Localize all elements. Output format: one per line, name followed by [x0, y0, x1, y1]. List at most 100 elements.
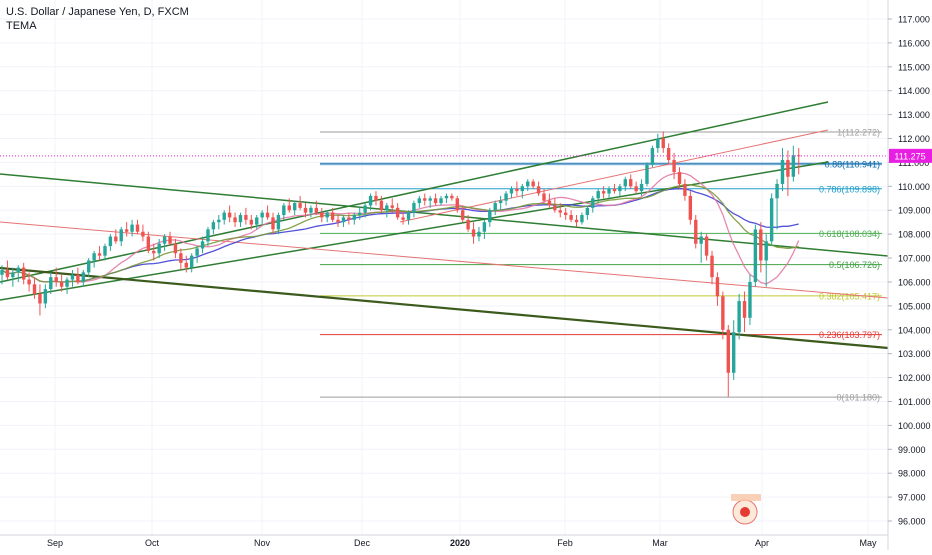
bearish-candle — [374, 191, 378, 206]
fib-level-label: 0.236(103.797) — [819, 330, 880, 340]
candle-body — [0, 270, 4, 275]
fibonacci-retracement[interactable]: 1(112.272) 0.88(110.941) 0.786(109.898) 0.6… — [320, 128, 882, 403]
candle-body — [146, 236, 151, 251]
bearish-candle — [759, 222, 763, 273]
bullish-candle — [341, 215, 346, 227]
candle-body — [5, 270, 10, 278]
candle-body — [76, 274, 80, 282]
bearish-candle — [141, 224, 145, 242]
y-tick-label: 105.000 — [898, 301, 931, 311]
bullish-candle — [412, 200, 416, 218]
candle-body — [16, 267, 20, 273]
x-tick-label: Feb — [557, 538, 573, 548]
bearish-candle — [314, 200, 319, 216]
candle-body — [634, 186, 638, 192]
bullish-candle — [591, 195, 595, 213]
candle-body — [444, 195, 449, 199]
bullish-candle — [444, 193, 449, 204]
bullish-candle — [650, 145, 655, 168]
bearish-candle — [124, 222, 129, 237]
logo-dot — [740, 507, 750, 517]
bullish-candle — [0, 265, 4, 285]
bullish-candle — [358, 207, 362, 220]
bullish-candle — [780, 148, 785, 192]
candle-body — [601, 191, 606, 194]
bullish-candle — [282, 203, 286, 220]
candle-body — [390, 205, 394, 208]
bullish-candle — [190, 253, 194, 273]
bearish-candle — [726, 324, 730, 397]
bearish-candle — [629, 174, 633, 189]
bearish-candle — [173, 238, 178, 259]
bearish-candle — [558, 203, 562, 218]
time-axis[interactable]: Sep Oct Nov Dec 2020 Feb Mar Apr May — [47, 538, 877, 548]
bullish-candle — [81, 270, 85, 287]
bearish-candle — [666, 143, 671, 165]
candle-body — [753, 229, 758, 282]
x-tick-label: Dec — [354, 538, 371, 548]
bearish-candle — [152, 243, 156, 261]
candle-body — [558, 210, 562, 213]
bearish-candle — [54, 267, 58, 287]
trendlines[interactable] — [0, 101, 889, 350]
bearish-candle — [298, 195, 302, 211]
y-tick-label: 111.000 — [898, 158, 929, 168]
candle-body — [190, 255, 194, 268]
bullish-candle — [596, 188, 600, 204]
candle-body — [97, 253, 102, 256]
bullish-candle — [428, 195, 432, 208]
candle-body — [238, 215, 243, 223]
bullish-candle — [732, 320, 736, 380]
bullish-candle — [439, 195, 443, 206]
candle-body — [704, 236, 709, 256]
bullish-candle — [108, 234, 113, 251]
candle-body — [292, 203, 297, 211]
candle-body — [59, 281, 64, 287]
bearish-candle — [677, 167, 682, 189]
bearish-candle — [536, 181, 541, 196]
candle-body — [780, 160, 785, 184]
candle-body — [368, 195, 373, 206]
candle-body — [412, 203, 416, 213]
candle-body — [211, 222, 216, 230]
y-tick-label: 110.000 — [898, 182, 930, 192]
candles — [0, 131, 801, 397]
candle-body — [683, 183, 687, 196]
candle-body — [715, 277, 720, 297]
candle-body — [401, 217, 405, 220]
bearish-candle — [688, 191, 693, 225]
candle-body — [732, 332, 736, 373]
candle-body — [596, 191, 600, 199]
bearish-candle — [114, 229, 118, 244]
candle-body — [325, 212, 329, 218]
candle-body — [65, 279, 69, 287]
y-tick-label: 108.000 — [898, 230, 931, 240]
rising-regression-line — [399, 129, 829, 223]
candle-body — [417, 198, 422, 204]
grid — [0, 0, 888, 535]
candle-body — [748, 281, 752, 318]
candle-body — [786, 160, 790, 177]
bearish-candle — [461, 205, 465, 223]
fib-level-label: 0.88(110.941) — [825, 159, 880, 169]
candle-body — [32, 284, 37, 294]
bearish-candle — [244, 207, 248, 225]
bearish-candle — [531, 179, 535, 189]
candle-body — [49, 277, 53, 290]
bullish-candle — [699, 231, 703, 263]
bearish-candle — [683, 179, 687, 201]
candle-body — [173, 243, 178, 254]
last-price-tag — [889, 148, 932, 163]
candle-body — [536, 186, 541, 194]
candle-body — [488, 210, 492, 223]
candle-body — [563, 212, 568, 216]
candle-body — [395, 207, 400, 218]
y-tick-label: 97.000 — [898, 493, 926, 503]
candle-body — [92, 253, 96, 261]
bullish-candle — [580, 212, 584, 225]
candle-body — [791, 155, 796, 177]
candle-body — [206, 229, 210, 242]
